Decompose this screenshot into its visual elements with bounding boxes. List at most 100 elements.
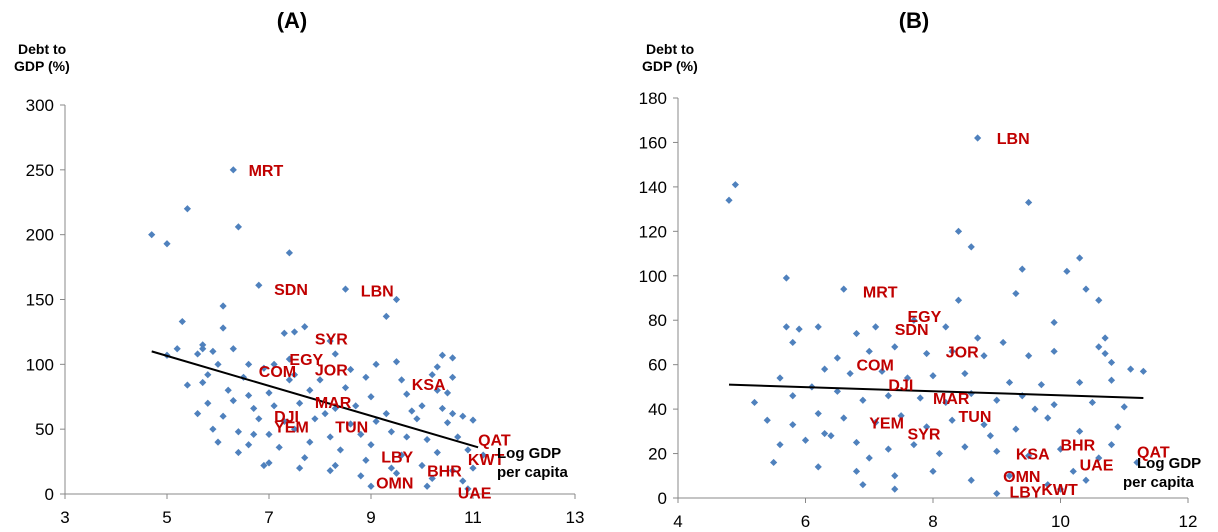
data-point xyxy=(449,467,457,475)
data-point xyxy=(1005,472,1014,480)
data-point xyxy=(974,134,982,142)
country-label-mar: MAR xyxy=(315,395,352,412)
data-point xyxy=(428,371,436,379)
data-point xyxy=(814,323,822,331)
data-point xyxy=(1088,398,1096,407)
data-point xyxy=(954,296,963,304)
data-point xyxy=(1107,358,1116,367)
country-label-bhr: BHR xyxy=(1061,438,1096,455)
data-point xyxy=(372,417,380,425)
data-point xyxy=(1044,481,1052,489)
x-tick-label: 3 xyxy=(60,508,69,527)
data-point xyxy=(865,347,873,355)
data-point xyxy=(454,433,462,441)
panel-b-y-ticks: 0 20 40 60 80 100 120 140 160 180 xyxy=(639,89,678,508)
data-point xyxy=(1076,427,1084,435)
data-point xyxy=(306,438,314,446)
data-point xyxy=(967,476,975,484)
country-label-ksa: KSA xyxy=(412,377,446,394)
data-point xyxy=(255,415,263,423)
data-point xyxy=(234,448,242,457)
data-point xyxy=(372,360,380,368)
data-point xyxy=(1069,467,1077,475)
panel-b-xlabel-line2: per capita xyxy=(1123,474,1195,491)
data-point xyxy=(382,312,390,320)
panel-a-x-ticks: 3 5 7 9 11 13 xyxy=(60,494,584,527)
data-point xyxy=(731,181,739,189)
data-point xyxy=(459,412,467,420)
y-tick-label: 120 xyxy=(639,222,667,241)
country-label-syr: SYR xyxy=(315,331,348,348)
data-point xyxy=(469,464,477,472)
data-point xyxy=(423,482,431,490)
data-point xyxy=(1050,318,1058,327)
x-tick-label: 13 xyxy=(566,508,585,527)
data-point xyxy=(270,402,278,410)
data-point xyxy=(449,410,457,418)
data-point xyxy=(993,489,1001,498)
data-point xyxy=(1025,198,1033,207)
data-point xyxy=(285,355,293,363)
country-label-egy: EGY xyxy=(289,352,323,369)
y-tick-label: 100 xyxy=(26,355,54,374)
data-point xyxy=(290,425,299,433)
data-point xyxy=(1012,289,1020,298)
data-point xyxy=(942,398,950,407)
country-label-lby: LBY xyxy=(381,449,413,466)
country-label-mrt: MRT xyxy=(249,163,284,180)
data-point xyxy=(423,435,431,444)
country-label-com: COM xyxy=(259,364,296,381)
data-point xyxy=(1025,452,1033,460)
data-point xyxy=(891,343,899,351)
country-label-yem: YEM xyxy=(274,420,309,437)
data-point xyxy=(942,323,950,331)
y-tick-label: 300 xyxy=(26,96,54,115)
data-point xyxy=(884,445,892,453)
data-point xyxy=(301,454,309,462)
data-point xyxy=(214,438,222,446)
data-point xyxy=(1056,485,1065,493)
country-label-lbn: LBN xyxy=(361,283,394,300)
data-point xyxy=(336,446,344,454)
data-point xyxy=(923,349,931,358)
country-label-sdn: SDN xyxy=(895,322,929,339)
data-point xyxy=(1031,405,1039,413)
data-point xyxy=(433,448,441,457)
data-point xyxy=(974,334,982,342)
country-label-kwt: KWT xyxy=(1041,482,1078,499)
data-point xyxy=(285,376,293,384)
data-point xyxy=(449,373,457,381)
data-point xyxy=(763,416,771,424)
data-point xyxy=(219,324,227,332)
country-label-yem: YEM xyxy=(869,415,904,432)
data-point xyxy=(265,430,273,438)
data-point xyxy=(840,285,848,293)
panel-b-ylabel-line1: Debt to xyxy=(646,41,694,57)
data-point xyxy=(776,441,784,449)
x-tick-label: 10 xyxy=(1051,512,1070,531)
data-point xyxy=(224,386,232,394)
data-point xyxy=(821,429,829,438)
y-tick-label: 150 xyxy=(26,291,54,310)
data-point xyxy=(204,371,212,379)
country-label-dji: DJI xyxy=(888,378,913,395)
data-point xyxy=(275,443,283,451)
data-point xyxy=(296,399,304,407)
data-point xyxy=(403,390,411,398)
data-point xyxy=(290,371,299,379)
data-point xyxy=(1095,343,1103,351)
data-point xyxy=(1005,378,1014,387)
panel-a: (A) Debt to GDP (%) 0 50 100 150 200 250 300 3… xyxy=(14,8,584,527)
country-label-omn: OMN xyxy=(376,475,413,492)
data-point xyxy=(239,373,248,381)
data-point xyxy=(413,415,421,423)
data-point xyxy=(1044,414,1052,422)
data-point xyxy=(891,485,899,493)
data-point xyxy=(1082,285,1090,293)
data-point xyxy=(352,402,360,410)
data-point xyxy=(209,425,217,433)
data-point xyxy=(398,451,406,459)
data-point xyxy=(449,354,457,362)
data-point xyxy=(865,454,873,462)
data-point xyxy=(357,472,365,480)
